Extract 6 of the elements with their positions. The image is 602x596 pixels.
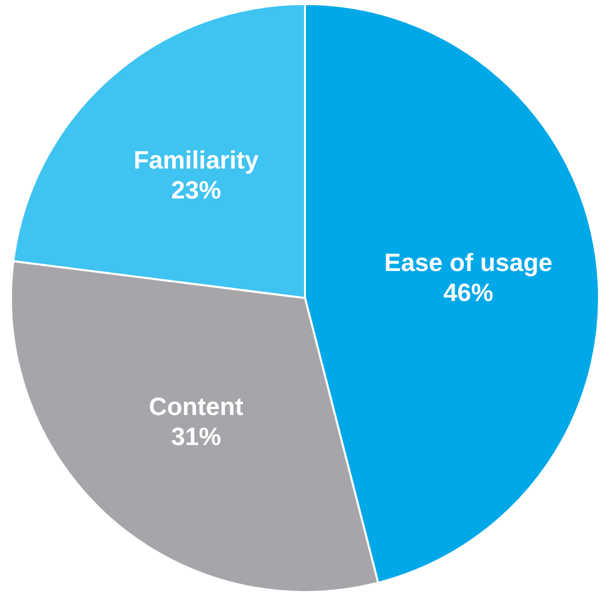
data-label: 46% [443,279,494,308]
data-label: 23% [171,176,222,204]
data-label: 31% [171,423,222,452]
slice-label: Ease of usage [384,249,552,278]
slice-label: Familiarity [134,146,259,174]
slice-label: Content [148,393,244,422]
